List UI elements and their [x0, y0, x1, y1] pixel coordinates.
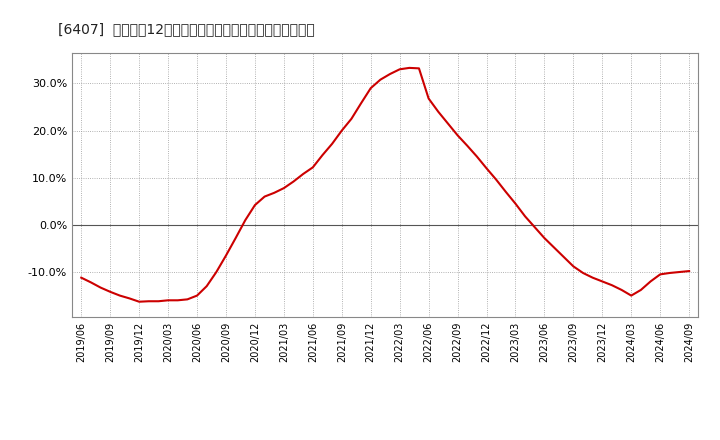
Text: [6407]  売上高の12か月移動合計の対前年同期増減率の推移: [6407] 売上高の12か月移動合計の対前年同期増減率の推移 — [58, 22, 315, 36]
